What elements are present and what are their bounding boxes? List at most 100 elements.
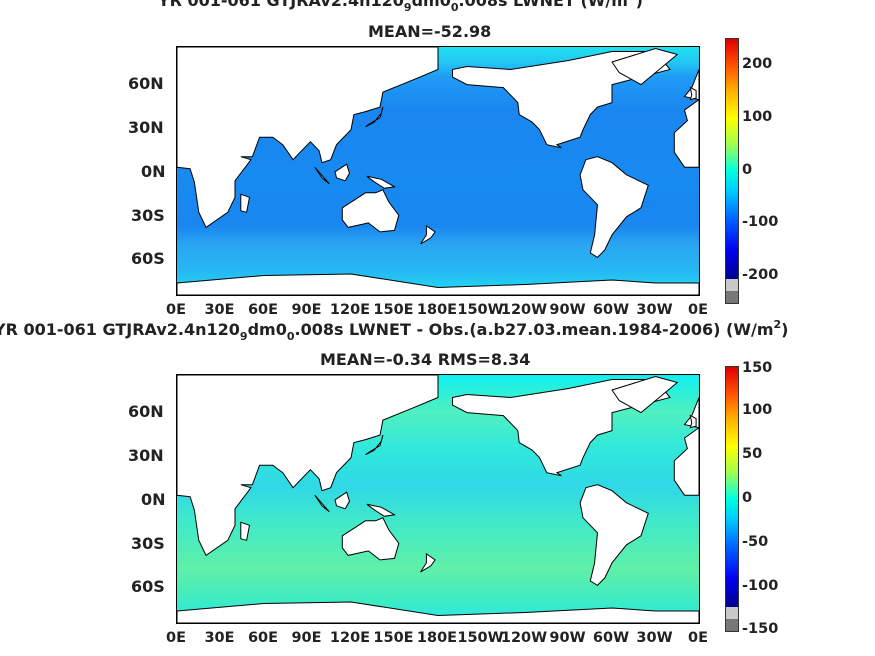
land-polygon: [579, 156, 649, 259]
lon-tick-label: 60E: [247, 302, 279, 318]
panel1-lat-label-60n: 60N: [128, 74, 164, 93]
land-polygon: [341, 189, 400, 233]
land-polygon: [240, 193, 251, 213]
lon-tick-label: 180E: [416, 302, 458, 318]
panel2-colorbar-tick-100: 100: [742, 402, 773, 418]
panel2-title-prefix: YR 001-061 GTJRAv2.4n120: [0, 320, 240, 339]
lon-tick-label: 0E: [688, 630, 708, 646]
panel1-title-suffix: .008s LWNET (W/m: [458, 0, 628, 10]
panel1-title: YR 001-061 GTJRAv2.4n1209dm00.008s LWNET…: [158, 0, 643, 14]
land-polygon: [177, 601, 699, 623]
land-polygon: [365, 106, 384, 128]
lon-tick-label: 120W: [500, 630, 548, 646]
lon-tick-label: 150E: [373, 630, 414, 646]
panel1-title-sub2: 0: [450, 1, 459, 14]
land-polygon: [420, 224, 436, 245]
panel1-colorbar-tick-minus100: -100: [742, 214, 779, 230]
lon-tick-label: 90W: [549, 302, 586, 318]
lon-tick-label: 90W: [549, 630, 586, 646]
land-polygon: [689, 414, 697, 429]
panel2-colorbar-tick-50: 50: [742, 446, 763, 462]
land-polygon: [366, 175, 397, 189]
lon-tick-label: 180E: [416, 630, 458, 646]
panel1-land: [177, 47, 699, 295]
lon-tick-label: 0E: [166, 302, 186, 318]
panel2-colorbar-fill: [726, 367, 738, 631]
panel2-lat-label-0n: 0N: [141, 490, 166, 509]
panel2-colorbar-svg: [726, 367, 738, 631]
land-polygon: [611, 47, 679, 86]
land-polygon: [673, 426, 699, 496]
panel2-lat-label-60n: 60N: [128, 402, 164, 421]
panel1-title-end: ): [635, 0, 643, 10]
panel2-title-end: ): [781, 320, 789, 339]
lon-tick-label: 30W: [636, 302, 673, 318]
panel2-colorbar: [725, 366, 739, 632]
lon-tick-label: 60W: [592, 630, 630, 646]
lon-tick-label: 90E: [291, 302, 322, 318]
land-polygon: [611, 375, 679, 414]
panel1-stats: MEAN=-52.98: [368, 22, 492, 41]
panel2-title-mid: dm0: [247, 320, 287, 339]
panel2-map: [176, 374, 700, 624]
panel2-title-sub1: 9: [239, 330, 248, 343]
lon-tick-label: 0E: [166, 630, 186, 646]
lon-tick-label: 120E: [329, 630, 371, 646]
land-polygon: [365, 434, 384, 456]
land-polygon: [177, 375, 439, 557]
land-polygon: [366, 503, 397, 517]
lon-tick-label: 0E: [688, 302, 708, 318]
lon-tick-label: 150W: [457, 630, 504, 646]
panel1-colorbar: [725, 38, 739, 304]
land-polygon: [673, 98, 699, 168]
land-polygon: [314, 494, 330, 513]
land-polygon: [689, 86, 697, 101]
lon-tick-label: 90E: [291, 630, 322, 646]
lon-tick-label: 60W: [592, 302, 630, 318]
panel1-lat-label-60s: 60S: [131, 249, 165, 268]
panel2-colorbar-tick-minus150: -150: [742, 621, 779, 637]
panel2-lat-label-30s: 30S: [131, 534, 165, 553]
land-polygon: [177, 47, 439, 229]
lon-tick-label: 150W: [457, 302, 504, 318]
panel1-colorbar-fill: [726, 39, 738, 303]
panel1-colorbar-tick-minus200: -200: [742, 267, 779, 283]
panel1-lat-label-0n: 0N: [141, 162, 166, 181]
lon-tick-label: 120W: [500, 302, 548, 318]
lon-tick-label: 60E: [247, 630, 279, 646]
panel2-colorbar-tick-minus50: -50: [742, 534, 769, 550]
panel2-colorbar-tick-150: 150: [742, 360, 773, 376]
land-polygon: [420, 552, 436, 573]
panel1-colorbar-tick-100: 100: [742, 109, 773, 125]
panel1-title-sup: 2: [628, 0, 636, 2]
panel1-colorbar-tick-200: 200: [742, 56, 773, 72]
panel2-title-suffix: .008s LWNET - Obs.(a.b27.03.mean.1984-20…: [294, 320, 774, 339]
lon-tick-label: 30E: [204, 302, 235, 318]
panel1-lat-label-30s: 30S: [131, 206, 165, 225]
panel2-title-sup: 2: [773, 318, 782, 331]
land-polygon: [334, 491, 351, 510]
panel1-colorbar-svg: [726, 39, 738, 303]
panel1-map: [176, 46, 700, 296]
land-polygon: [579, 484, 649, 587]
panel1-colorbar-tick-0: 0: [742, 162, 753, 178]
panel2-lat-label-30n: 30N: [128, 446, 164, 465]
panel1-map-svg: [177, 47, 699, 295]
panel2-map-svg: [177, 375, 699, 623]
land-polygon: [452, 379, 671, 477]
land-polygon: [452, 51, 671, 149]
land-polygon: [314, 166, 330, 185]
lon-tick-label: 120E: [329, 302, 371, 318]
land-polygon: [240, 521, 251, 541]
panel2-lat-label-60s: 60S: [131, 577, 165, 596]
panel2-title-sub2: 0: [286, 330, 295, 343]
land-polygon: [334, 163, 351, 182]
panel2-stats: MEAN=-0.34 RMS=8.34: [320, 350, 531, 369]
panel2-title: YR 001-061 GTJRAv2.4n1209dm00.008s LWNET…: [0, 318, 789, 343]
panel2-colorbar-tick-0: 0: [742, 490, 753, 506]
panel2-colorbar-tick-minus100: -100: [742, 578, 779, 594]
land-polygon: [341, 517, 400, 561]
lon-tick-label: 30E: [204, 630, 235, 646]
panel1-title-sub1: 9: [403, 1, 412, 14]
panel1-title-prefix: YR 001-061 GTJRAv2.4n120: [158, 0, 404, 10]
